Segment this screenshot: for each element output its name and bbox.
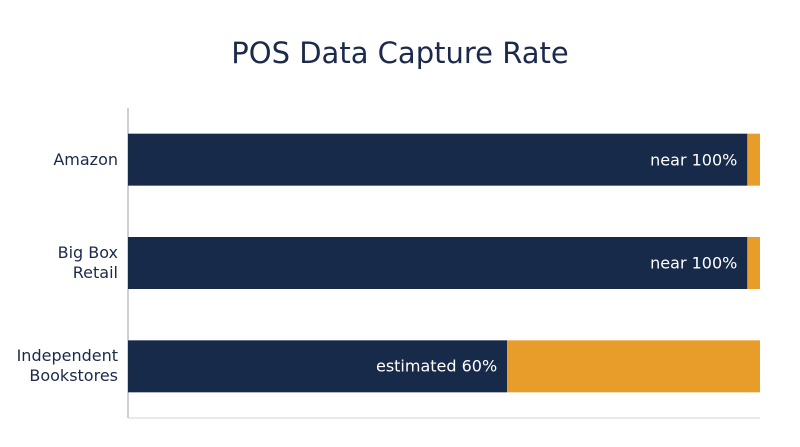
y-tick-label: Amazon [53,149,118,169]
data-label: near 100% [650,253,738,273]
y-tick-label: Independent Bookstores [16,346,118,386]
data-label: estimated 60% [375,356,498,376]
bar-segment [747,237,760,289]
y-tick-label: Big Box Retail [57,243,118,282]
bar-segment [128,237,748,289]
bar-segment [747,133,760,186]
bar-segment [128,340,508,393]
bar-segment [128,133,748,186]
data-label: near 100% [650,150,738,170]
bar-segment [507,340,760,393]
chart-title: POS Data Capture Rate [231,36,569,70]
